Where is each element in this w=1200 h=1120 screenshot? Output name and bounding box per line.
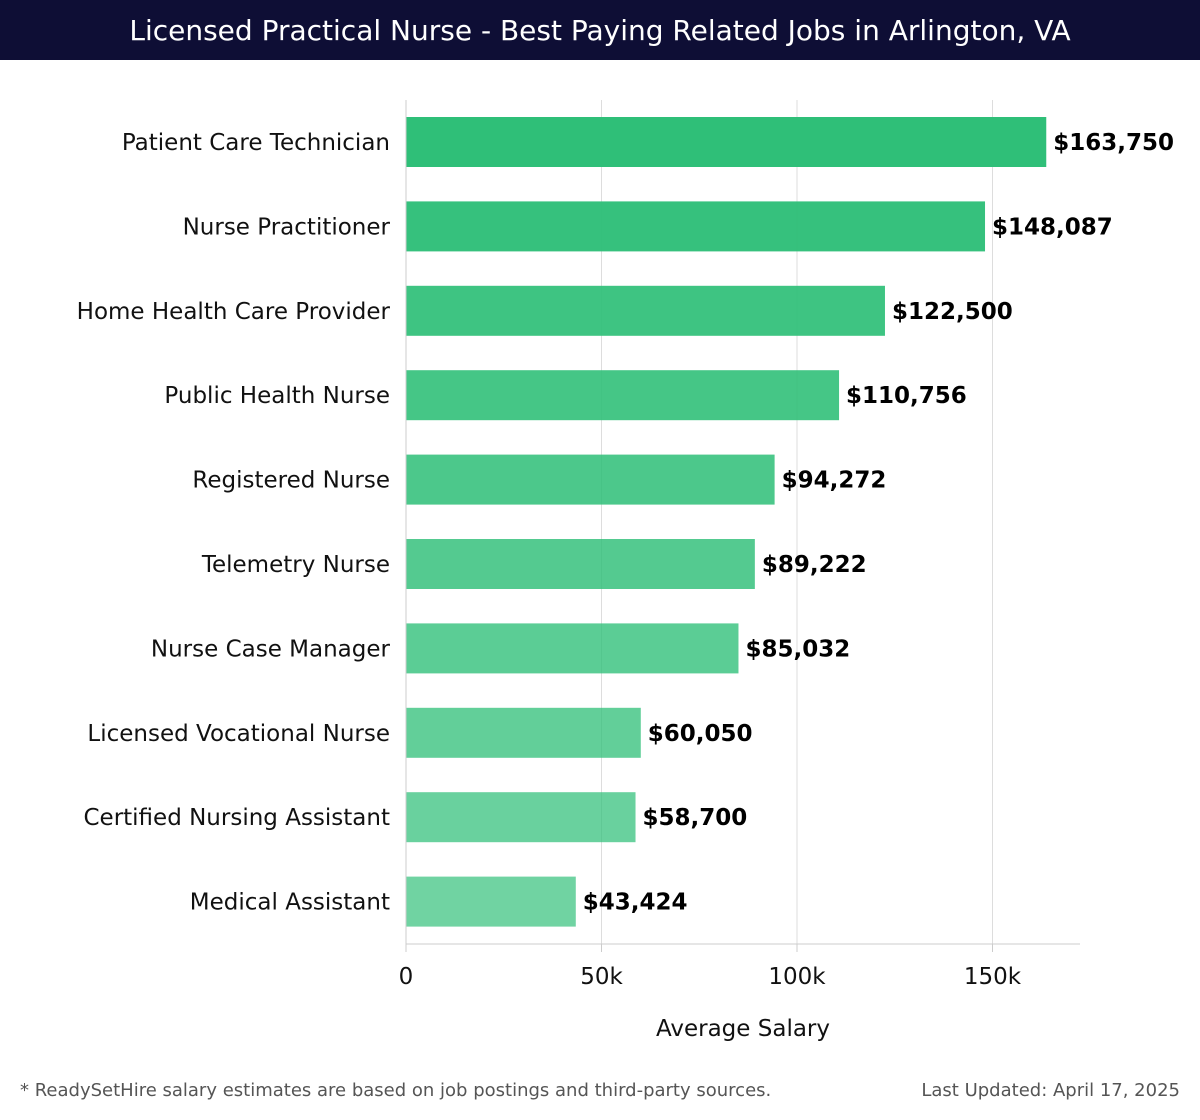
value-label: $110,756 [846,383,967,409]
x-axis-title: Average Salary [656,1016,830,1042]
category-label: Home Health Care Provider [77,299,391,325]
category-label: Nurse Practitioner [183,214,391,240]
bar [406,117,1047,167]
category-label: Telemetry Nurse [201,552,390,578]
x-tick-label: 50k [580,964,623,990]
value-label: $85,032 [745,636,850,662]
bar [406,454,775,505]
category-label: Nurse Case Manager [151,636,391,662]
bar [406,876,576,927]
bar [406,623,739,674]
bar [406,539,755,589]
value-label: $94,272 [782,468,887,494]
category-label: Medical Assistant [190,890,390,916]
value-label: $58,700 [643,805,748,831]
chart-title: Licensed Practical Nurse - Best Paying R… [0,0,1200,60]
value-label: $89,222 [762,552,867,578]
category-label: Patient Care Technician [122,130,390,156]
value-label: $60,050 [648,721,753,747]
category-label: Registered Nurse [192,468,390,494]
category-label: Certified Nursing Assistant [83,805,390,831]
value-label: $163,750 [1053,130,1174,156]
bar [406,707,641,758]
bar [406,201,986,252]
x-tick-label: 100k [768,964,826,990]
x-tick-label: 0 [399,964,414,990]
category-label: Licensed Vocational Nurse [87,721,390,747]
bar-chart: Patient Care Technician $163,750 Nurse Pra… [77,100,1174,1042]
value-label: $148,087 [992,214,1113,240]
x-tick-label: 150k [964,964,1022,990]
category-label: Public Health Nurse [164,383,390,409]
footer-note: * ReadySetHire salary estimates are base… [20,1080,772,1101]
bar [406,792,636,843]
value-label: $122,500 [892,299,1013,325]
value-label: $43,424 [583,890,688,916]
bar [406,285,885,336]
bar [406,370,840,421]
footer-last-updated: Last Updated: April 17, 2025 [921,1080,1180,1101]
